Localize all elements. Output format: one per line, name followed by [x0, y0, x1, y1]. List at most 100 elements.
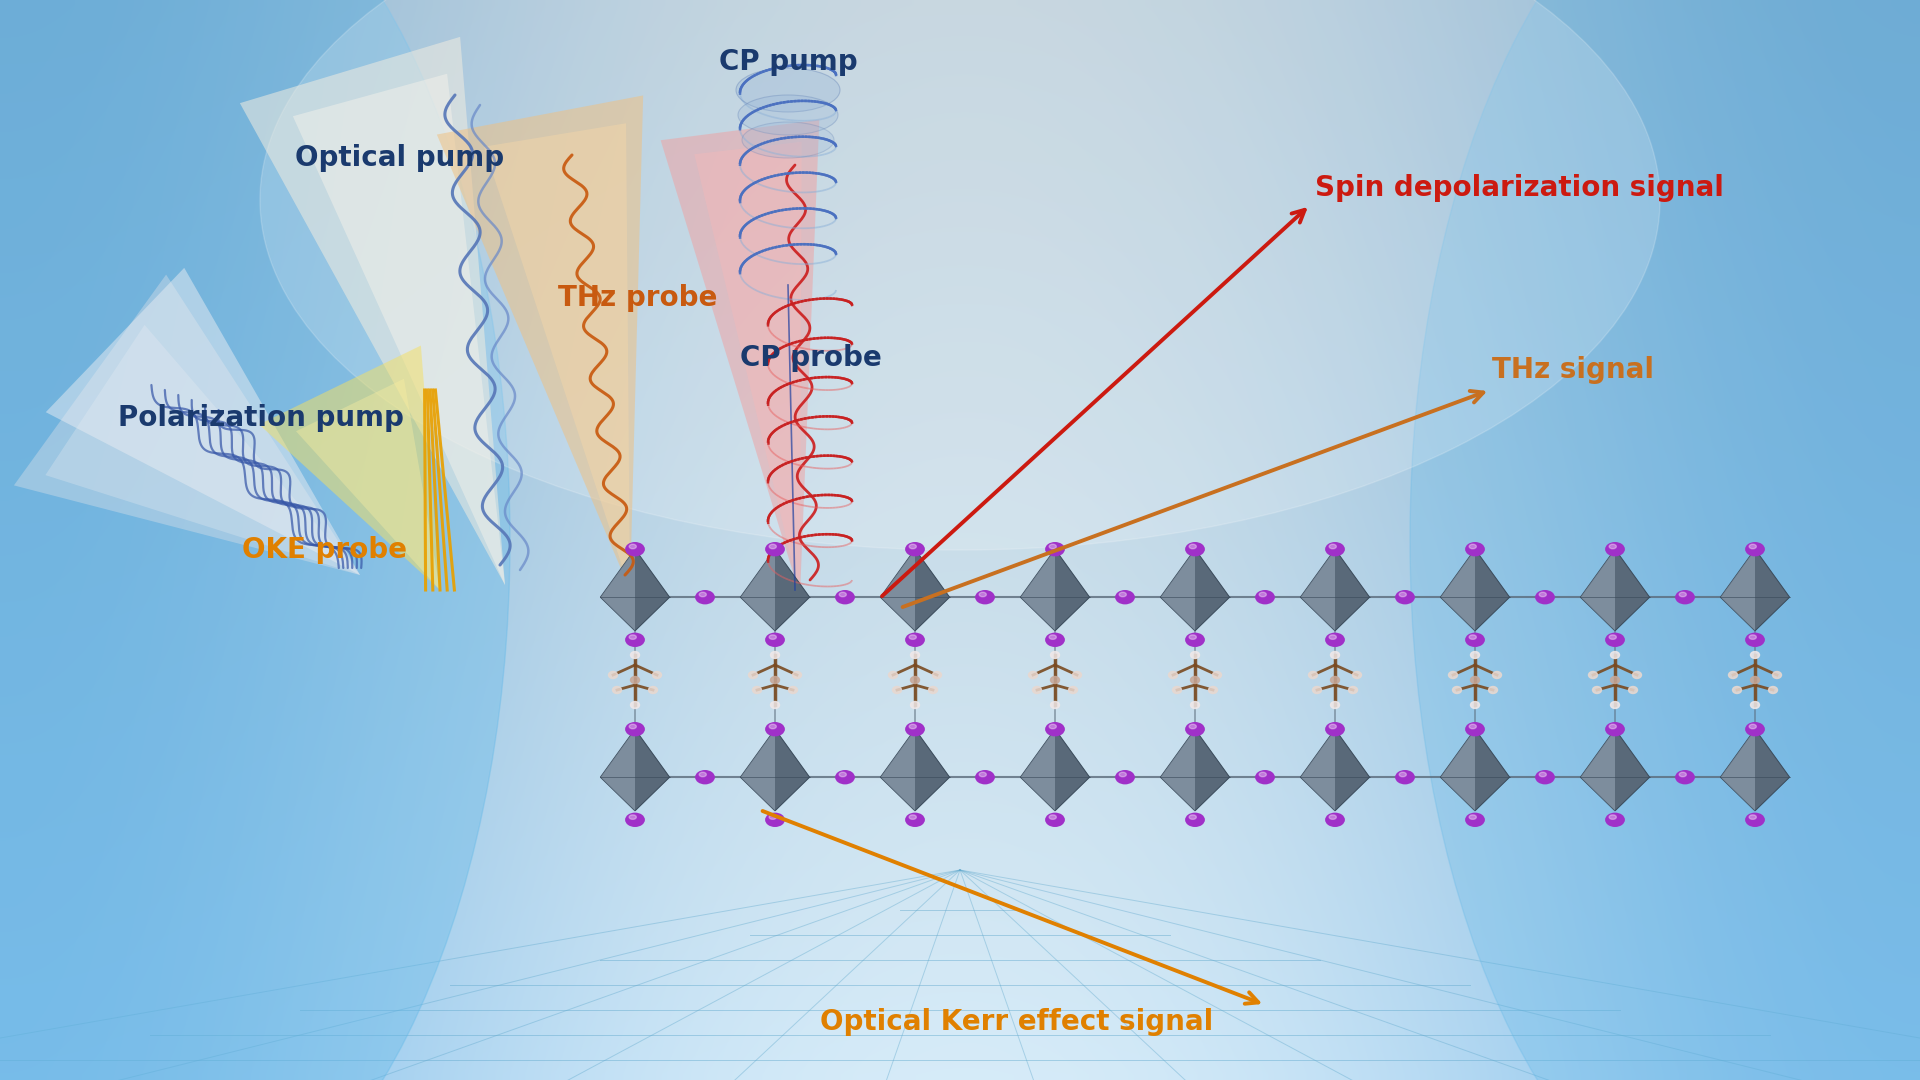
Polygon shape: [1440, 729, 1475, 811]
Ellipse shape: [630, 725, 636, 729]
Polygon shape: [240, 37, 505, 585]
Ellipse shape: [1469, 635, 1476, 639]
Ellipse shape: [649, 687, 657, 693]
Ellipse shape: [1260, 772, 1267, 777]
Polygon shape: [776, 729, 810, 811]
Ellipse shape: [979, 772, 987, 777]
Polygon shape: [1300, 729, 1369, 811]
Ellipse shape: [749, 672, 758, 678]
Polygon shape: [881, 729, 916, 811]
Ellipse shape: [1471, 676, 1480, 684]
Ellipse shape: [1309, 672, 1317, 678]
Ellipse shape: [1048, 814, 1056, 820]
Polygon shape: [1020, 729, 1054, 811]
Ellipse shape: [1073, 672, 1081, 678]
Ellipse shape: [753, 687, 762, 693]
Ellipse shape: [1469, 544, 1476, 549]
Ellipse shape: [626, 633, 645, 647]
Ellipse shape: [1325, 542, 1344, 556]
Text: CP pump: CP pump: [718, 48, 858, 76]
Ellipse shape: [1169, 672, 1177, 678]
Ellipse shape: [1331, 676, 1340, 684]
Ellipse shape: [1044, 633, 1066, 647]
Polygon shape: [1300, 550, 1334, 631]
Ellipse shape: [1208, 687, 1217, 693]
Ellipse shape: [1465, 723, 1484, 737]
Ellipse shape: [1029, 672, 1037, 678]
Ellipse shape: [699, 592, 707, 597]
Ellipse shape: [1588, 672, 1597, 678]
Ellipse shape: [1044, 812, 1066, 827]
Polygon shape: [1720, 550, 1789, 631]
Ellipse shape: [770, 725, 776, 729]
Polygon shape: [46, 268, 361, 575]
Polygon shape: [438, 95, 643, 590]
Polygon shape: [1440, 729, 1509, 811]
Ellipse shape: [1609, 814, 1617, 820]
Ellipse shape: [630, 544, 636, 549]
Ellipse shape: [893, 687, 902, 693]
Ellipse shape: [609, 672, 618, 678]
Ellipse shape: [1188, 725, 1196, 729]
Ellipse shape: [1256, 770, 1275, 784]
Polygon shape: [1300, 729, 1334, 811]
Polygon shape: [1020, 729, 1089, 811]
Polygon shape: [1300, 550, 1369, 631]
Ellipse shape: [1471, 651, 1480, 659]
Ellipse shape: [770, 651, 780, 659]
Ellipse shape: [1213, 672, 1221, 678]
Ellipse shape: [764, 812, 785, 827]
Ellipse shape: [1190, 702, 1200, 708]
Ellipse shape: [1469, 725, 1476, 729]
Ellipse shape: [975, 770, 995, 784]
Ellipse shape: [1536, 770, 1555, 784]
Ellipse shape: [1749, 635, 1757, 639]
Polygon shape: [1160, 550, 1229, 631]
Polygon shape: [636, 729, 670, 811]
Ellipse shape: [910, 725, 916, 729]
Polygon shape: [916, 550, 950, 631]
Ellipse shape: [835, 590, 854, 605]
Ellipse shape: [1325, 723, 1344, 737]
Ellipse shape: [1119, 772, 1127, 777]
Ellipse shape: [1448, 672, 1457, 678]
Ellipse shape: [929, 687, 937, 693]
Ellipse shape: [904, 633, 925, 647]
Ellipse shape: [1400, 772, 1405, 777]
Ellipse shape: [1492, 672, 1501, 678]
Text: THz signal: THz signal: [1492, 356, 1653, 384]
Ellipse shape: [910, 702, 920, 708]
Ellipse shape: [1540, 772, 1546, 777]
Ellipse shape: [1745, 542, 1764, 556]
Polygon shape: [1334, 729, 1369, 811]
Ellipse shape: [1188, 635, 1196, 639]
Text: OKE probe: OKE probe: [242, 536, 407, 564]
Ellipse shape: [1465, 812, 1484, 827]
Polygon shape: [741, 550, 776, 631]
Polygon shape: [1475, 729, 1509, 811]
Polygon shape: [881, 729, 950, 811]
Polygon shape: [601, 729, 670, 811]
Ellipse shape: [1409, 0, 1920, 1080]
Polygon shape: [1334, 550, 1369, 631]
Ellipse shape: [1050, 676, 1060, 684]
Polygon shape: [259, 346, 440, 590]
Ellipse shape: [1745, 633, 1764, 647]
Ellipse shape: [910, 544, 916, 549]
Ellipse shape: [1329, 544, 1336, 549]
Ellipse shape: [789, 687, 797, 693]
Ellipse shape: [910, 676, 920, 684]
Ellipse shape: [1751, 702, 1759, 708]
Ellipse shape: [1400, 592, 1405, 597]
Ellipse shape: [1256, 590, 1275, 605]
Ellipse shape: [1609, 635, 1617, 639]
Ellipse shape: [770, 544, 776, 549]
Text: Optical pump: Optical pump: [296, 144, 505, 172]
Ellipse shape: [1465, 633, 1484, 647]
Ellipse shape: [1749, 544, 1757, 549]
Ellipse shape: [839, 592, 847, 597]
Ellipse shape: [630, 702, 639, 708]
Polygon shape: [1580, 729, 1615, 811]
Polygon shape: [1020, 550, 1054, 631]
Ellipse shape: [1772, 672, 1782, 678]
